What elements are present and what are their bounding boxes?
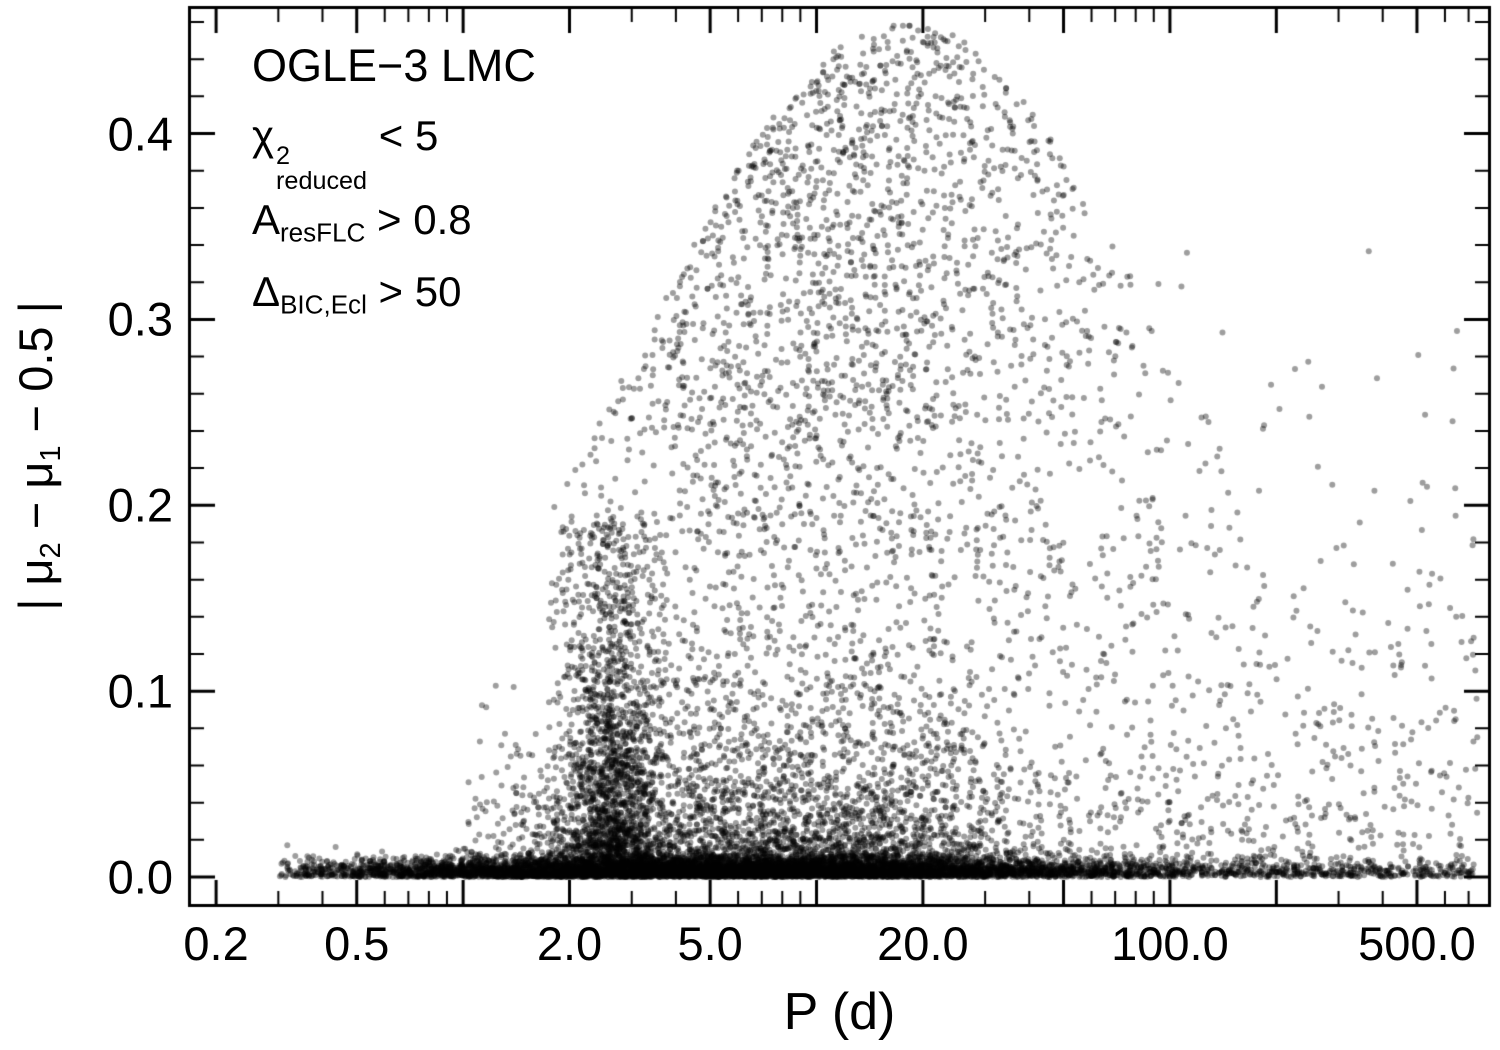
chi-symbol: χ	[252, 112, 275, 159]
delta-condition: > 50	[366, 268, 462, 315]
x-tick-label: 0.5	[324, 917, 390, 970]
x-axis-title: P (d)	[783, 983, 896, 1041]
x-tick-label: 100.0	[1111, 917, 1229, 970]
annotation-delta-bic: ΔBIC,Ecl > 50	[252, 268, 461, 320]
x-tick-label: 2.0	[536, 917, 603, 970]
x-tick-label: 0.2	[183, 917, 249, 970]
chi-superscript: 2	[276, 141, 291, 170]
y-title-part: − 0.5 |	[8, 301, 62, 446]
amp-condition: > 0.8	[365, 196, 472, 243]
chi-subscript: reduced	[276, 167, 368, 196]
amp-symbol: A	[252, 196, 281, 243]
y-title-part: − μ	[8, 461, 62, 543]
y-title-part: | μ	[8, 558, 62, 611]
x-axis-tick-labels: 0.2 0.5 2.0 5.0 20.0 100.0 500.0	[0, 916, 1500, 978]
annotation-amplitude: AresFLC > 0.8	[252, 196, 472, 248]
x-tick-label: 20.0	[877, 917, 969, 970]
y-tick-label: 0.0	[107, 850, 173, 904]
y-tick-label: 0.3	[107, 292, 173, 346]
chi-supsub: 2 reduced	[276, 141, 368, 196]
chi-condition: < 5	[367, 112, 439, 159]
x-tick-label: 5.0	[677, 917, 743, 970]
delta-symbol: Δ	[252, 268, 281, 315]
y-tick-label: 0.1	[107, 664, 173, 718]
annotation-chi-squared: χ 2 reduced < 5	[252, 112, 438, 194]
delta-subscript: BIC,Ecl	[280, 289, 367, 320]
y-axis-tick-labels: 0.0 0.1 0.2 0.3 0.4	[0, 0, 180, 1050]
y-axis-title: | μ2 − μ1 − 0.5 |	[8, 301, 68, 611]
annotation-dataset: OGLE−3 LMC	[252, 40, 536, 91]
x-tick-label: 500.0	[1358, 917, 1476, 970]
y-tick-label: 0.4	[107, 107, 173, 161]
y-title-sub-1: 1	[35, 445, 68, 462]
amp-subscript: resFLC	[280, 217, 366, 248]
y-tick-label: 0.2	[107, 478, 173, 532]
y-title-sub-2: 2	[35, 542, 68, 559]
